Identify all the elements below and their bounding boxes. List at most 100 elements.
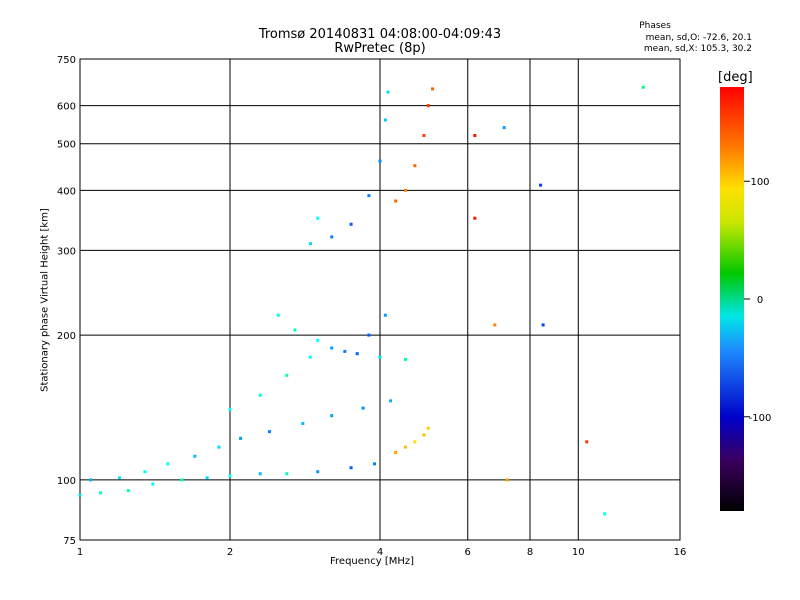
y-tick-label: 300	[57, 246, 76, 257]
data-point	[505, 478, 509, 482]
y-tick-label: 500	[57, 140, 76, 151]
data-point	[403, 445, 407, 449]
data-point	[349, 222, 353, 226]
data-point	[413, 164, 417, 168]
x-tick-label: 16	[674, 547, 687, 558]
chart-title: Tromsø 20140831 04:08:00-04:09:43	[258, 27, 502, 42]
y-tick-label: 75	[63, 536, 76, 547]
data-point	[426, 426, 430, 430]
data-point	[89, 478, 93, 482]
y-axis-label: Stationary phase Virtual Height [km]	[39, 208, 51, 392]
data-point	[641, 85, 645, 89]
data-point	[330, 346, 334, 350]
colorbar-label: [deg]	[718, 70, 753, 85]
data-point	[316, 216, 320, 220]
data-point	[422, 433, 426, 437]
y-tick-label: 750	[57, 55, 76, 66]
data-point	[539, 183, 543, 187]
y-tick-label: 200	[57, 331, 76, 342]
colorbar-tick-label: -100	[749, 413, 772, 424]
data-point	[217, 445, 221, 449]
data-point	[378, 355, 382, 359]
data-point	[361, 406, 365, 410]
data-points	[78, 85, 645, 516]
data-point	[383, 313, 387, 317]
data-point	[228, 408, 232, 412]
chart-subtitle: RwPretec (8p)	[334, 41, 426, 56]
x-tick-label: 10	[572, 547, 585, 558]
grid	[80, 59, 680, 540]
data-point	[541, 323, 545, 327]
data-point	[276, 313, 280, 317]
x-tick-label: 2	[227, 547, 233, 558]
data-point	[330, 235, 334, 239]
data-point	[285, 373, 289, 377]
y-axis-ticks: 75 100 200 300 400 500 600 750	[57, 55, 76, 547]
data-point	[258, 472, 262, 476]
data-point	[151, 482, 155, 486]
data-point	[389, 399, 393, 403]
x-tick-label: 6	[465, 547, 471, 558]
data-point	[403, 188, 407, 192]
data-point	[267, 430, 271, 434]
y-tick-label: 100	[57, 476, 76, 487]
data-point	[308, 355, 312, 359]
data-point	[316, 338, 320, 342]
data-point	[403, 357, 407, 361]
x-axis-label: Frequency [MHz]	[330, 556, 415, 567]
data-point	[431, 87, 435, 91]
data-point	[473, 216, 477, 220]
data-point	[126, 489, 130, 493]
data-point	[99, 491, 103, 495]
phases-o-stats: mean, sd,O: -72.6, 20.1	[645, 33, 752, 43]
data-point	[383, 118, 387, 122]
data-point	[367, 194, 371, 198]
data-point	[603, 512, 607, 516]
data-point	[143, 470, 147, 474]
phases-header: Phases	[639, 21, 671, 31]
colorbar-tick-label: 0	[757, 295, 763, 306]
colorbar-tick-label: 100	[750, 177, 769, 188]
x-tick-label: 8	[527, 547, 533, 558]
data-point	[413, 440, 417, 444]
data-point	[308, 242, 312, 246]
data-point	[378, 159, 382, 163]
data-point	[117, 476, 121, 480]
data-point	[193, 454, 197, 458]
data-point	[205, 476, 209, 480]
phases-x-stats: mean, sd,X: 105.3, 30.2	[643, 44, 752, 54]
data-point	[394, 199, 398, 203]
data-point	[330, 414, 334, 418]
data-point	[239, 436, 243, 440]
data-point	[373, 462, 377, 466]
data-point	[493, 323, 497, 327]
y-tick-label: 600	[57, 102, 76, 113]
data-point	[285, 472, 289, 476]
data-point	[502, 126, 506, 130]
y-tick-label: 400	[57, 186, 76, 197]
x-tick-label: 1	[77, 547, 83, 558]
data-point	[394, 451, 398, 455]
data-point	[386, 90, 390, 94]
data-point	[258, 393, 262, 397]
data-point	[367, 333, 371, 337]
data-point	[585, 440, 589, 444]
data-point	[316, 470, 320, 474]
data-point	[228, 474, 232, 478]
data-point	[293, 328, 297, 332]
data-point	[343, 349, 347, 353]
data-point	[426, 104, 430, 108]
data-point	[78, 493, 82, 497]
data-point	[180, 478, 184, 482]
colorbar-ticks: 100 0 -100	[744, 177, 771, 424]
data-point	[349, 466, 353, 470]
data-point	[422, 134, 426, 138]
data-point	[355, 352, 359, 356]
colorbar	[720, 87, 744, 511]
x-tick-label: 4	[377, 547, 383, 558]
x-axis-ticks: 1 2 4 6 8 10 16	[77, 547, 687, 558]
data-point	[473, 134, 477, 138]
data-point	[166, 462, 170, 466]
data-point	[301, 421, 305, 425]
